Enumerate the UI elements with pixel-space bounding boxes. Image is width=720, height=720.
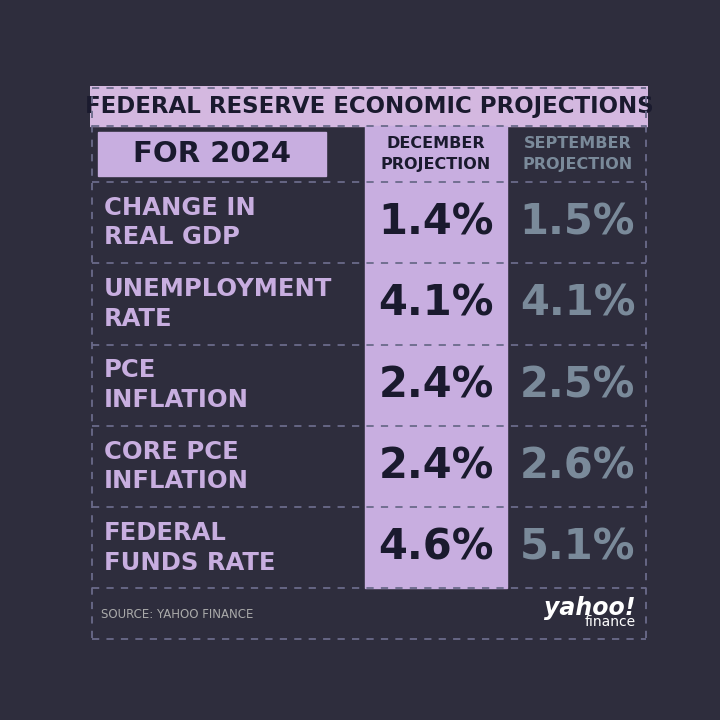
- Bar: [365, 127, 507, 588]
- Text: CORE PCE
INFLATION: CORE PCE INFLATION: [104, 440, 249, 493]
- Text: PCE
INFLATION: PCE INFLATION: [104, 359, 249, 412]
- Text: 4.1%: 4.1%: [378, 283, 494, 325]
- Text: 2.4%: 2.4%: [378, 364, 494, 406]
- Text: 4.1%: 4.1%: [520, 283, 635, 325]
- Bar: [90, 86, 648, 127]
- Text: 1.4%: 1.4%: [378, 202, 494, 243]
- Text: 1.5%: 1.5%: [520, 202, 635, 243]
- Text: 5.1%: 5.1%: [520, 527, 635, 569]
- Text: 4.6%: 4.6%: [378, 527, 494, 569]
- Text: SEPTEMBER
PROJECTION: SEPTEMBER PROJECTION: [522, 136, 633, 172]
- Text: SOURCE: YAHOO FINANCE: SOURCE: YAHOO FINANCE: [101, 608, 253, 621]
- Text: FOR 2024: FOR 2024: [133, 140, 291, 168]
- Text: UNEMPLOYMENT
RATE: UNEMPLOYMENT RATE: [104, 277, 333, 330]
- Text: 2.4%: 2.4%: [378, 446, 494, 487]
- Text: finance: finance: [585, 616, 636, 629]
- Text: FEDERAL RESERVE ECONOMIC PROJECTIONS: FEDERAL RESERVE ECONOMIC PROJECTIONS: [85, 95, 653, 118]
- Bar: [98, 132, 326, 176]
- Text: 2.6%: 2.6%: [520, 446, 635, 487]
- Text: yahoo!: yahoo!: [544, 596, 636, 621]
- Text: CHANGE IN
REAL GDP: CHANGE IN REAL GDP: [104, 196, 256, 249]
- Text: FEDERAL
FUNDS RATE: FEDERAL FUNDS RATE: [104, 521, 276, 575]
- Text: DECEMBER
PROJECTION: DECEMBER PROJECTION: [381, 136, 491, 172]
- Text: 2.5%: 2.5%: [520, 364, 635, 406]
